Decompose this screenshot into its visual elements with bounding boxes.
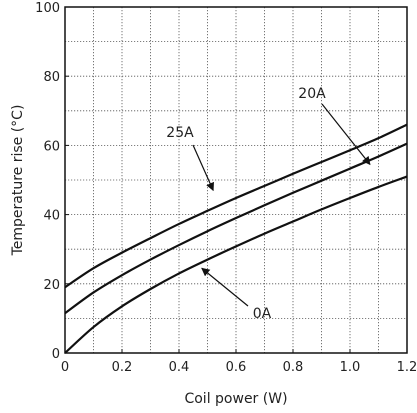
y-tick-labels: 0 20 40 60 80 100 <box>35 1 69 362</box>
y-tick-label: 40 <box>43 209 60 224</box>
y-tick-label: 100 <box>35 1 60 16</box>
annotation-arrow-20a <box>321 103 371 166</box>
x-tick-label: 0.4 <box>169 360 190 375</box>
series-line-20a <box>64 142 408 315</box>
y-axis-label: Temperature rise (°C) <box>10 105 26 257</box>
x-axis-label: Coil power (W) <box>184 391 287 407</box>
annotation-arrow-0a <box>201 267 249 307</box>
y-tick-label: 60 <box>43 139 60 154</box>
series-annotations: 25A 20A 0A <box>166 86 371 322</box>
x-tick-labels: 0 0.2 0.4 0.6 0.8 1.0 1.2 <box>61 349 417 375</box>
series-line-25a <box>64 123 408 289</box>
annotation-arrow-25a <box>192 144 214 192</box>
x-tick-label: 1.0 <box>340 360 361 375</box>
x-tick-label: 0.8 <box>283 360 304 375</box>
y-tick-label: 80 <box>43 70 60 85</box>
annotation-label-20a: 20A <box>298 86 326 102</box>
plot-frame <box>64 6 408 354</box>
x-tick-label: 1.2 <box>397 360 417 375</box>
y-tick-label: 0 <box>52 347 60 362</box>
x-tick-label: 0.6 <box>226 360 247 375</box>
series-line-0a <box>64 175 408 354</box>
x-tick-label: 0.2 <box>112 360 133 375</box>
x-tick-label: 0 <box>61 360 69 375</box>
grid <box>65 7 407 353</box>
annotation-label-0a: 0A <box>253 306 272 322</box>
y-tick-label: 20 <box>43 278 60 293</box>
annotation-label-25a: 25A <box>166 125 194 141</box>
series-lines <box>64 123 408 354</box>
